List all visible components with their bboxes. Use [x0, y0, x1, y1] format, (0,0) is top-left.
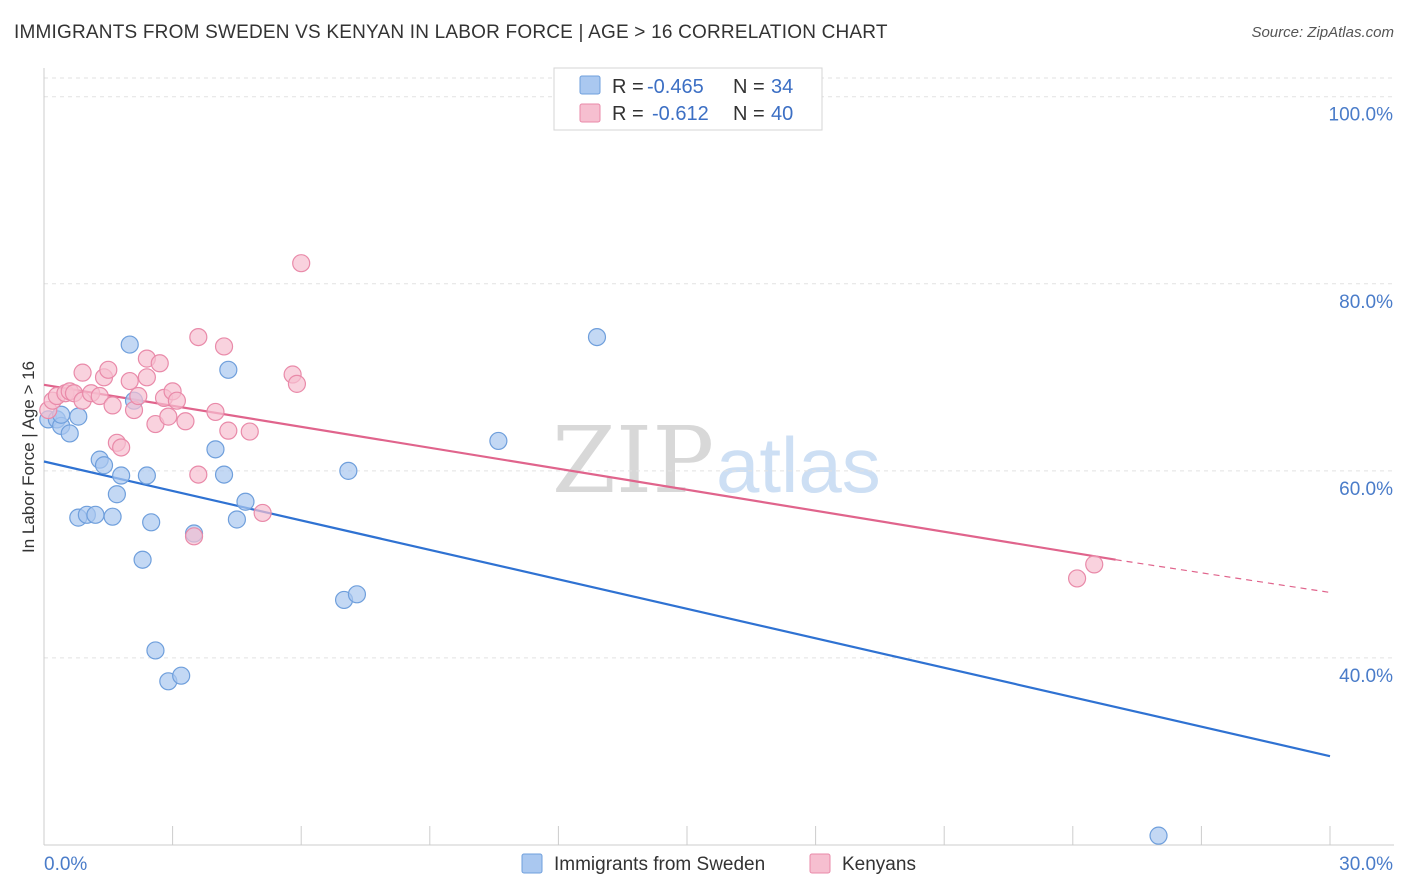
- legend-swatch-sweden: [579, 75, 601, 95]
- legend-r-label-sweden: R =: [612, 76, 644, 98]
- point-kenyan-26: [176, 412, 195, 431]
- point-sweden-4: [69, 407, 88, 426]
- point-sweden-28: [347, 585, 367, 604]
- point-sweden-29: [339, 461, 358, 480]
- legend-r-label-kenyan: R =: [612, 103, 644, 125]
- point-sweden-7: [86, 505, 105, 524]
- axes: [43, 68, 1394, 846]
- point-sweden-23: [219, 360, 238, 379]
- legend-n-label-kenyan: N =: [733, 103, 765, 125]
- y-tick-label-100: 100.0%: [1329, 105, 1394, 126]
- grid-lines: [44, 77, 1394, 659]
- trend-line-extension-kenyan: [1115, 559, 1331, 594]
- legend-label-immigrants-from-sweden: Immigrants from Sweden: [554, 854, 765, 875]
- tick-labels: 100.0% 80.0% 60.0% 40.0% 0.0% 30.0%: [44, 105, 1393, 875]
- point-sweden-32: [1149, 826, 1168, 845]
- point-sweden-15: [137, 466, 156, 485]
- source-credit: Source: ZipAtlas.com: [1251, 24, 1394, 41]
- legend-swatch-immigrants-from-sweden: [521, 853, 543, 874]
- legend-r-value-kenyan: -0.612: [652, 103, 709, 125]
- correlation-legend: R = -0.465 N = 34 R = -0.612 N = 40: [553, 67, 823, 131]
- point-sweden-19: [172, 666, 191, 685]
- point-sweden-31: [587, 327, 607, 347]
- point-kenyan-11: [99, 360, 118, 379]
- point-sweden-14: [133, 550, 152, 569]
- point-kenyan-25: [167, 391, 186, 410]
- x-tick-label-0: 0.0%: [44, 854, 87, 875]
- point-kenyan-37: [292, 254, 311, 273]
- point-sweden-21: [206, 440, 225, 459]
- point-kenyan-30: [206, 402, 225, 422]
- point-sweden-25: [236, 492, 255, 511]
- point-sweden-10: [94, 456, 114, 475]
- watermark-atlas: atlas: [716, 421, 881, 509]
- point-kenyan-28: [189, 465, 208, 484]
- watermark-zip: ZIP: [552, 407, 714, 514]
- legend-n-value-sweden: 34: [771, 76, 793, 98]
- legend-n-label-sweden: N =: [733, 76, 765, 98]
- point-sweden-11: [107, 485, 126, 504]
- point-kenyan-33: [240, 422, 259, 441]
- point-kenyan-23: [159, 407, 178, 426]
- point-kenyan-9: [90, 386, 109, 406]
- point-kenyan-18: [137, 368, 156, 387]
- y-tick-label-40: 40.0%: [1339, 666, 1393, 687]
- point-kenyan-12: [103, 396, 122, 415]
- point-kenyan-34: [253, 503, 272, 523]
- point-kenyan-38: [1067, 569, 1087, 588]
- series-legend: Immigrants from Sweden Kenyans: [521, 853, 916, 875]
- point-kenyan-27: [189, 327, 208, 347]
- point-sweden-16: [142, 513, 161, 532]
- legend-n-value-kenyan: 40: [771, 103, 793, 125]
- point-kenyan-15: [120, 371, 139, 391]
- chart-title: IMMIGRANTS FROM SWEDEN VS KENYAN IN LABO…: [14, 22, 888, 43]
- point-kenyan-29: [184, 527, 204, 546]
- point-kenyan-17: [129, 386, 148, 406]
- point-sweden-22: [214, 465, 234, 484]
- legend-r-value-sweden: -0.465: [647, 76, 704, 98]
- point-sweden-12: [112, 466, 131, 485]
- point-kenyan-14: [112, 438, 131, 457]
- point-sweden-17: [146, 641, 165, 660]
- point-sweden-8: [103, 507, 122, 526]
- point-sweden-13: [120, 335, 139, 354]
- point-kenyan-39: [1085, 555, 1104, 574]
- x-tick-label-30: 30.0%: [1339, 854, 1393, 875]
- point-kenyan-21: [150, 354, 169, 373]
- legend-swatch-kenyan: [579, 103, 601, 123]
- y-tick-label-80: 80.0%: [1339, 292, 1393, 313]
- y-tick-label-60: 60.0%: [1339, 479, 1393, 500]
- point-kenyan-36: [287, 374, 307, 393]
- point-sweden-24: [227, 510, 246, 529]
- y-axis-label: In Labor Force | Age > 16: [19, 361, 38, 553]
- legend-label-kenyans: Kenyans: [842, 854, 916, 875]
- point-sweden-3: [60, 424, 79, 443]
- point-kenyan-7: [73, 363, 92, 382]
- legend-swatch-kenyans: [809, 853, 831, 874]
- data-points: [39, 254, 1168, 845]
- point-sweden-30: [489, 431, 508, 451]
- point-kenyan-32: [219, 421, 238, 440]
- point-kenyan-31: [214, 337, 234, 356]
